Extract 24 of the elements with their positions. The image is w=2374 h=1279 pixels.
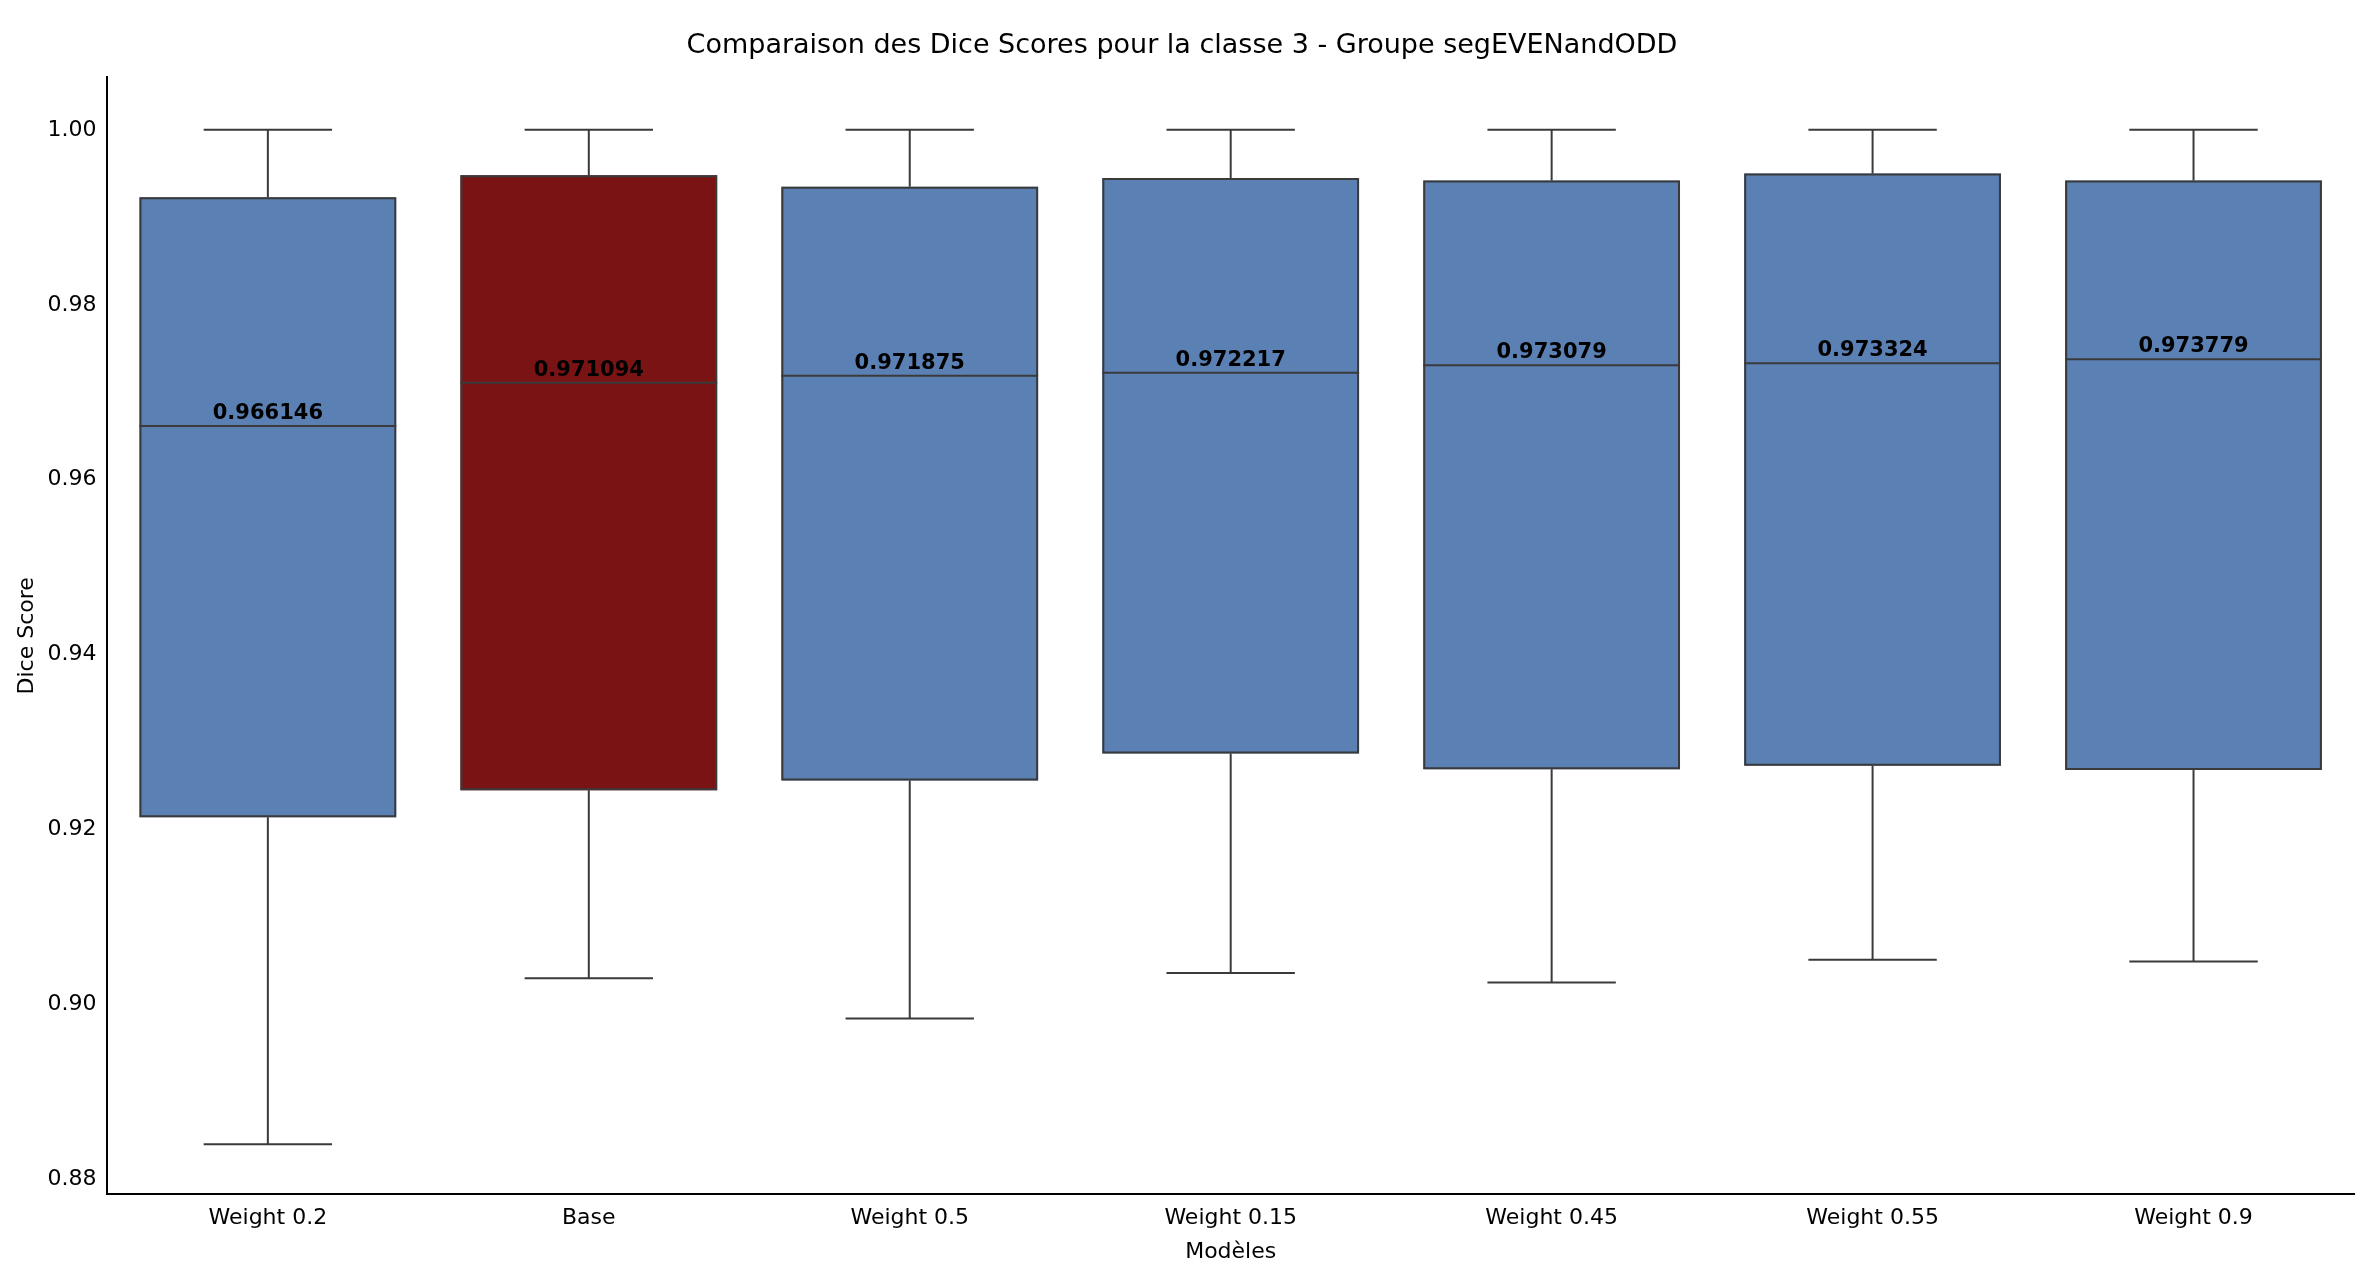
y-axis-title: Dice Score [12, 577, 38, 695]
chart-title: Comparaison des Dice Scores pour la classe 3 - Groupe segEVENandODD [686, 28, 1678, 60]
x-tick-label: Weight 0.9 [2134, 1204, 2253, 1230]
x-tick-label: Base [562, 1204, 616, 1230]
annotation: 0.971094 [533, 356, 644, 381]
annotation: 0.971875 [854, 349, 965, 374]
annotation: 0.973779 [2138, 333, 2249, 358]
x-tick-label: Weight 0.45 [1485, 1204, 1618, 1230]
y-tick-label: 0.98 [47, 290, 97, 316]
x-axis-title: Modèles [1185, 1237, 1277, 1263]
annotation: 0.972217 [1175, 346, 1286, 371]
x-tick-label: Weight 0.2 [208, 1204, 328, 1230]
y-tick-label: 0.94 [47, 640, 97, 666]
y-tick-label: 1.00 [47, 115, 97, 141]
annotation: 0.966146 [212, 399, 323, 424]
x-tick-label: Weight 0.5 [850, 1204, 970, 1230]
annotation: 0.973324 [1817, 337, 1928, 362]
y-tick-label: 0.96 [47, 465, 97, 491]
y-tick-label: 0.88 [47, 1165, 97, 1191]
x-tick-label: Weight 0.55 [1806, 1204, 1939, 1230]
y-tick-label: 0.92 [47, 815, 97, 841]
annotation: 0.973079 [1496, 339, 1607, 364]
x-tick-label: Weight 0.15 [1164, 1204, 1297, 1230]
y-tick-label: 0.90 [47, 990, 97, 1016]
